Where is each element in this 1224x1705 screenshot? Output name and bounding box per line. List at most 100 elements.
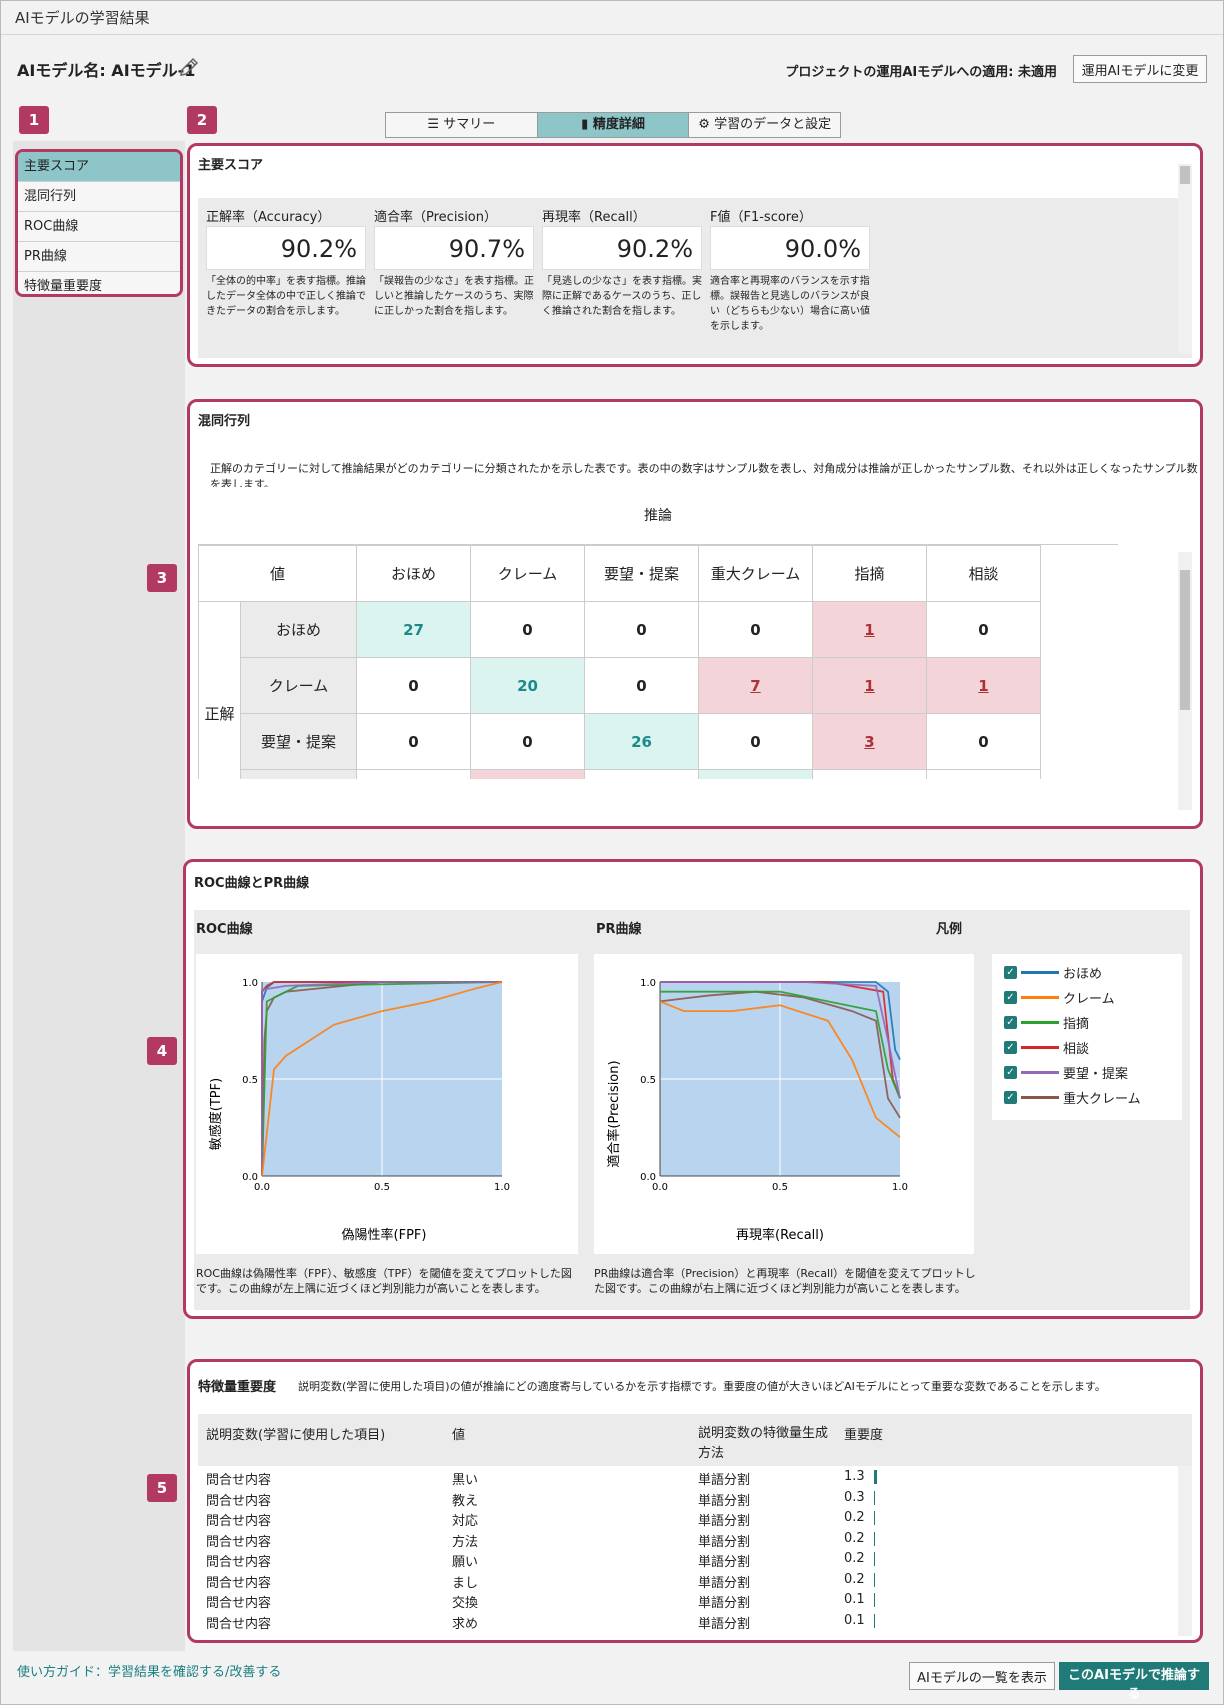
table-row: 要望・提案 0 0 26 0 3 0 [199, 713, 1041, 770]
legend-swatch [1021, 1020, 1059, 1024]
checkbox-icon[interactable]: ✓ [1004, 990, 1017, 1004]
legend-item[interactable]: ✓ 要望・提案 [1004, 1062, 1128, 1082]
cm-cell: 0 [356, 657, 471, 714]
cm-cell-partial [698, 769, 813, 779]
x-tick-label: 1.0 [494, 1182, 510, 1193]
importance-scrollbar[interactable] [1178, 1466, 1192, 1636]
table-row: 問合せ内容 方法 単語分割 0.2 [198, 1529, 1192, 1550]
score-accuracy-desc: 「全体の的中率」を表す指標。推論したデータ全体の中で正しく推論できたデータの割合… [206, 276, 366, 317]
legend-label: 重大クレーム [1063, 1091, 1141, 1107]
y-tick-label: 0.5 [242, 1075, 258, 1086]
series-line [261, 981, 503, 1177]
table-row [199, 769, 1041, 779]
cm-cell[interactable]: 1 [926, 657, 1041, 714]
score-accuracy-label: 正解率（Accuracy） [206, 210, 331, 225]
importance-score: 0.1 [844, 1612, 865, 1628]
row-header: おほめ [240, 601, 357, 658]
col-header: おほめ [356, 545, 471, 602]
checkbox-icon[interactable]: ✓ [1004, 1040, 1017, 1054]
score-recall-value: 90.2% [542, 226, 702, 270]
score-scroll-thumb[interactable] [1180, 166, 1190, 184]
sidebar-item-importance[interactable]: 特徴量重要度 [18, 272, 180, 294]
col-header: クレーム [470, 545, 585, 602]
cm-cell[interactable]: 1 [812, 657, 927, 714]
importance-bar [874, 1572, 875, 1587]
legend-item[interactable]: ✓ 重大クレーム [1004, 1087, 1141, 1107]
model-name: AIモデル名: AIモデル-1 [17, 61, 196, 80]
score-scrollbar[interactable] [1178, 164, 1192, 354]
pr-title: PR曲線 [596, 922, 642, 937]
sidebar-background [13, 141, 185, 1651]
roc-ylabel: 敏感度(TPF) [208, 1078, 224, 1150]
score-f1-label: F値（F1-score） [710, 210, 812, 225]
confusion-scroll-thumb[interactable] [1180, 570, 1190, 710]
table-row: クレーム 0 20 0 7 1 1 [199, 657, 1041, 714]
sidebar-item-roc[interactable]: ROC曲線 [18, 212, 180, 242]
pr-desc: PR曲線は適合率（Precision）と再現率（Recall）を閾値を変えてプロ… [594, 1267, 976, 1295]
apply-status: プロジェクトの運用AIモデルへの適用: 未適用 [785, 65, 1057, 80]
legend-swatch [1021, 970, 1059, 974]
importance-section: 特徴量重要度 説明変数(学習に使用した項目)の値が推論にどの適度寄与しているかを… [187, 1359, 1203, 1643]
cm-cell[interactable]: 3 [812, 713, 927, 770]
row-header-partial [240, 769, 357, 779]
tab-accuracy[interactable]: ▮ 精度詳細 [537, 113, 690, 137]
importance-bar [874, 1552, 875, 1566]
cm-cell: 0 [926, 601, 1041, 658]
curves-section: ROC曲線とPR曲線 ROC曲線 PR曲線 凡例 偽陽性率(FPF) 敏感度(T… [183, 859, 1203, 1319]
window-title: AIモデルの学習結果 [1, 1, 1223, 35]
infer-button[interactable]: このAIモデルで推論する [1059, 1662, 1209, 1702]
importance-variable: 問合せ内容 [206, 1596, 272, 1611]
cm-cell: 0 [470, 713, 585, 770]
row-header: クレーム [240, 657, 357, 714]
marker-4: 4 [147, 1037, 177, 1065]
legend-item[interactable]: ✓ おほめ [1004, 962, 1102, 982]
col-header: 相談 [926, 545, 1041, 602]
apply-model-button[interactable]: 運用AIモデルに変更 [1073, 55, 1207, 83]
importance-header: 説明変数(学習に使用した項目) 値 説明変数の特徴量生成方法 重要度 [198, 1414, 1192, 1466]
checkbox-icon[interactable]: ✓ [1004, 1065, 1017, 1079]
confusion-scrollbar[interactable] [1178, 552, 1192, 810]
importance-method: 単語分割 [698, 1616, 751, 1632]
cm-cell-partial [812, 769, 927, 779]
model-list-button[interactable]: AIモデルの一覧を表示 [909, 1662, 1055, 1690]
sidebar-item-pr[interactable]: PR曲線 [18, 242, 180, 272]
legend-item[interactable]: ✓ クレーム [1004, 987, 1115, 1007]
marker-1: 1 [19, 106, 49, 134]
cm-cell[interactable]: 27 [356, 601, 471, 658]
confusion-true-label: 正解 [198, 601, 241, 779]
importance-variable: 問合せ内容 [206, 1555, 272, 1570]
sidebar-item-confusion[interactable]: 混同行列 [18, 182, 180, 212]
tab-accuracy-label: 精度詳細 [592, 117, 645, 132]
importance-score: 0.1 [844, 1592, 865, 1607]
score-precision-desc: 「誤報告の少なさ」を表す指標。正しいと推論したケースのうち、実際に正しかった割合… [374, 276, 534, 317]
cm-cell[interactable]: 20 [470, 657, 585, 714]
cm-cell-partial [356, 769, 471, 779]
roc-desc: ROC曲線は偽陽性率（FPF）、敏感度（TPF）を閾値を変えてプロットした図です… [196, 1267, 572, 1295]
score-precision-value: 90.7% [374, 226, 534, 270]
pr-chart-box: 再現率(Recall) 適合率(Precision) 0.0 0.0 0.5 0.5 1… [594, 954, 974, 1254]
cm-cell: 0 [584, 601, 699, 658]
legend-title: 凡例 [936, 922, 963, 937]
y-tick-label: 1.0 [242, 978, 258, 989]
guide-link[interactable]: 使い方ガイド：学習結果を確認する/改善する [17, 1665, 282, 1680]
pencil-icon[interactable] [177, 55, 201, 79]
pr-chart: 再現率(Recall) 適合率(Precision) 0.00.0 0.5 0.5 1… [606, 978, 908, 1243]
roc-chart-box: 偽陽性率(FPF) 敏感度(TPF) 0.0 0.0 0.5 0.5 1.0 1.0 [196, 954, 578, 1254]
tab-data-settings[interactable]: ⚙ 学習のデータと設定 [689, 113, 841, 137]
cm-cell: 0 [356, 713, 471, 770]
legend-item[interactable]: ✓ 相談 [1004, 1037, 1089, 1057]
cm-cell[interactable]: 7 [698, 657, 813, 714]
cm-cell[interactable]: 1 [812, 601, 927, 658]
table-row: 問合せ内容 願い 単語分割 0.2 [198, 1550, 1192, 1570]
tab-summary[interactable]: ☰ サマリー [386, 113, 538, 137]
checkbox-icon[interactable]: ✓ [1004, 1015, 1017, 1029]
checkbox-icon[interactable]: ✓ [1004, 965, 1017, 979]
table-row: 問合せ内容 教え 単語分割 0.3 [198, 1488, 1192, 1509]
sidebar-item-main-score[interactable]: 主要スコア [18, 152, 180, 182]
checkbox-icon[interactable]: ✓ [1004, 1090, 1017, 1104]
cm-cell-partial [584, 769, 699, 779]
cm-cell[interactable]: 26 [584, 713, 699, 770]
main-score-title: 主要スコア [198, 158, 264, 173]
tab-data-settings-label: 学習のデータと設定 [714, 117, 832, 132]
legend-item[interactable]: ✓ 指摘 [1004, 1012, 1089, 1032]
